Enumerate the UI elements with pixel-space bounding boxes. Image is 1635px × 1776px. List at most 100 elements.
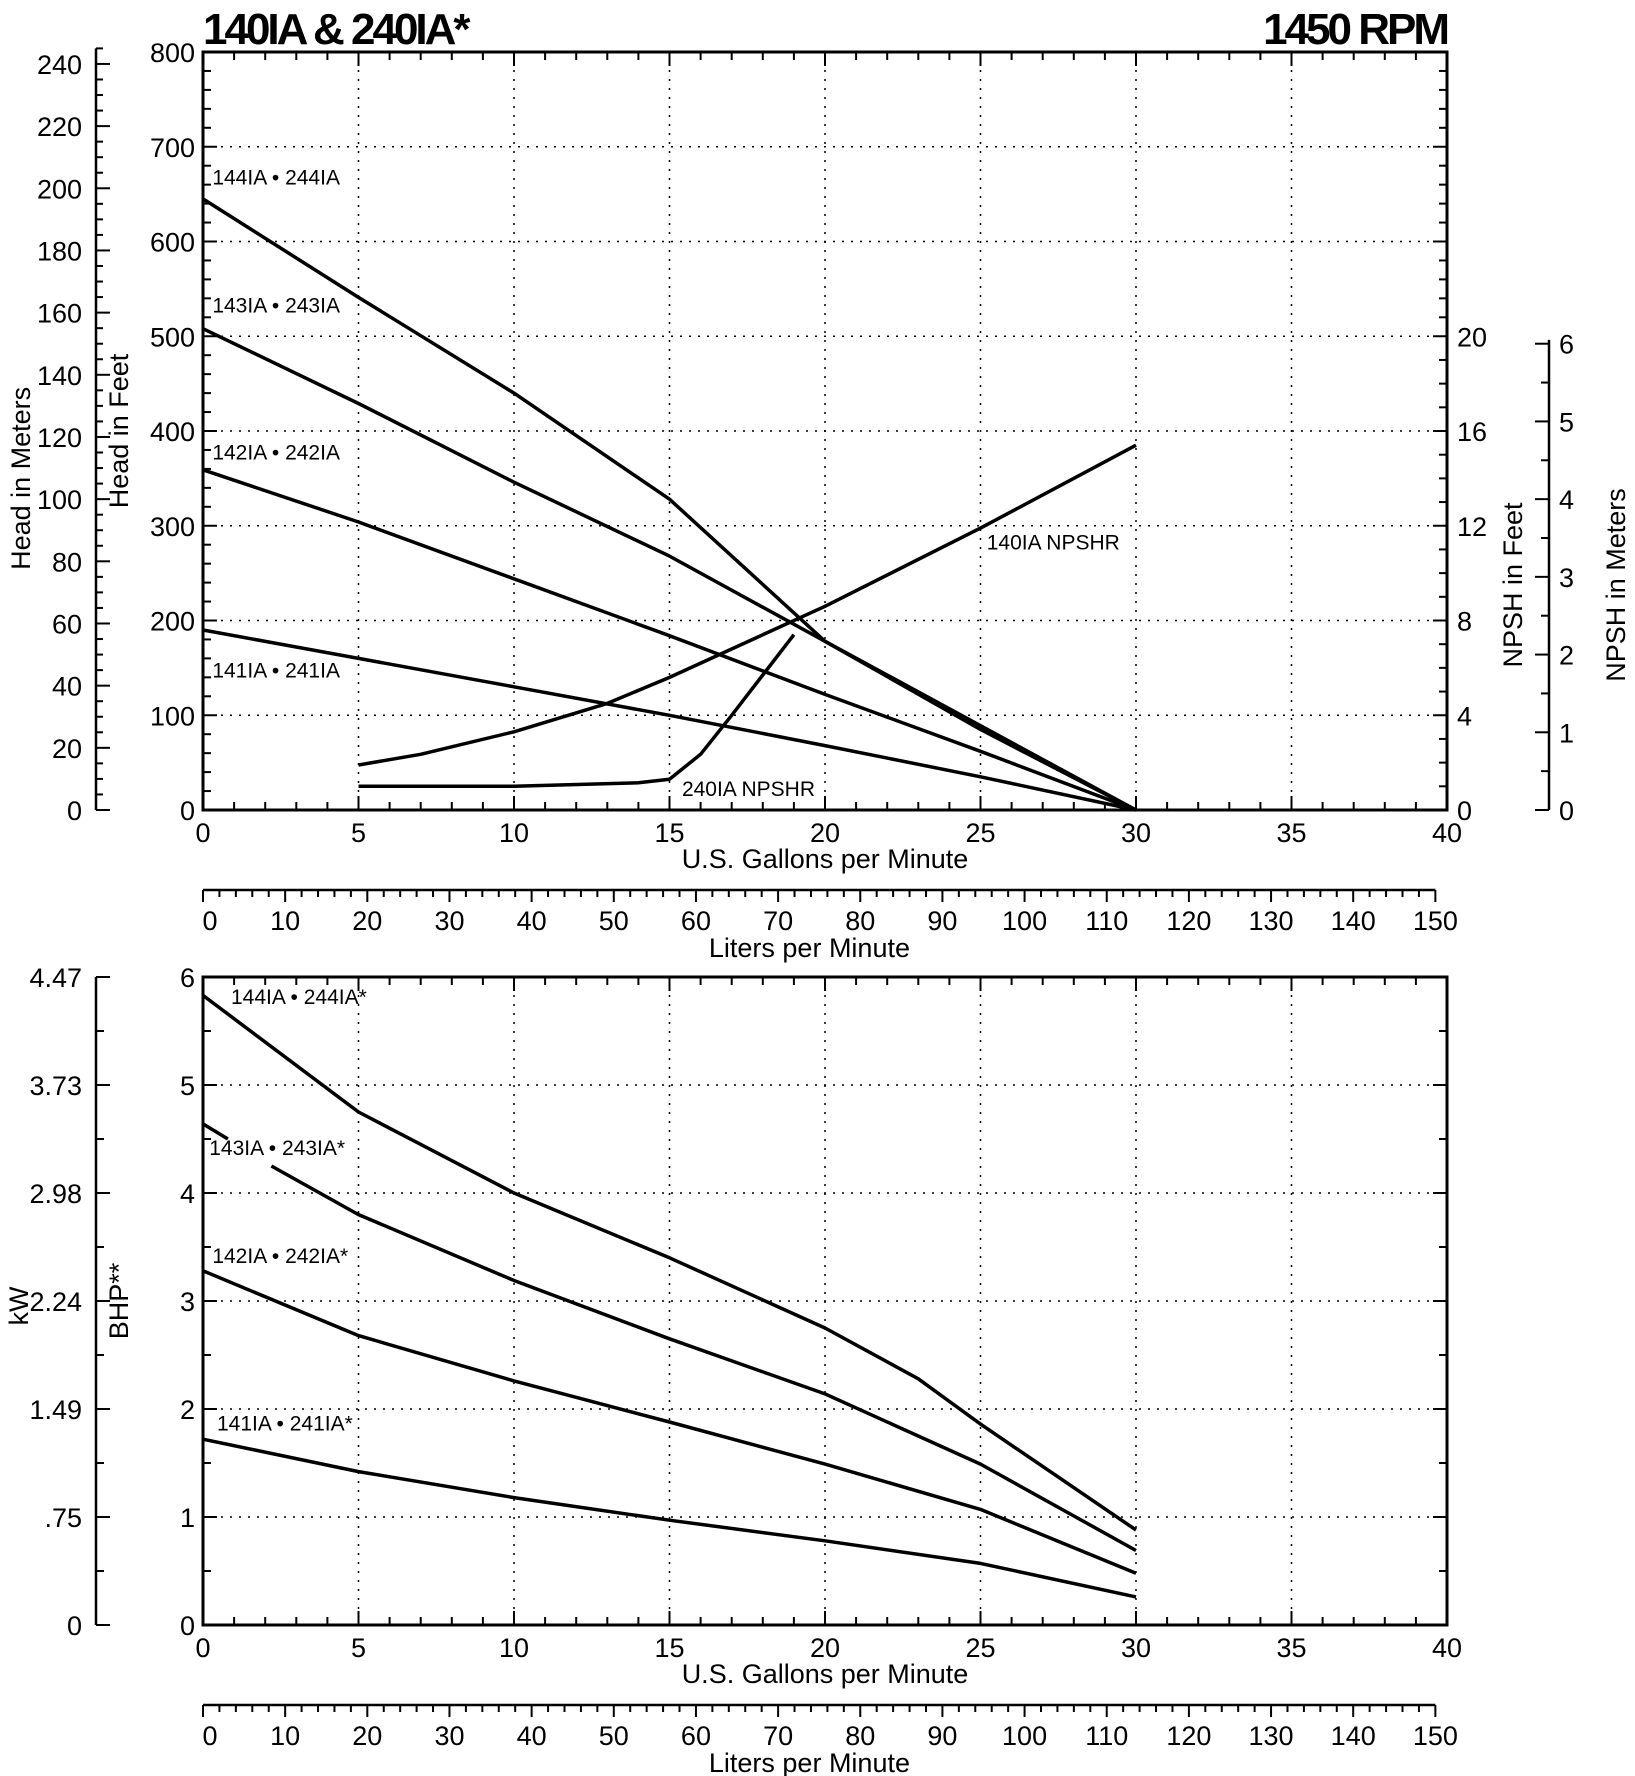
chart0-liters-tick-label: 70	[763, 906, 793, 936]
chart1-liters-tick-label: 150	[1413, 1721, 1458, 1751]
chart1-liters-tick-label: 50	[599, 1721, 629, 1751]
chart0-liters-tick-label: 0	[202, 906, 217, 936]
chart1-x-tick-label: 30	[1121, 1633, 1151, 1663]
chart1-kw-tick-label: 3.73	[29, 1071, 82, 1101]
chart0-meters-tick-label: 180	[37, 236, 82, 266]
chart1-kw-tick-label: 2.98	[29, 1179, 82, 1209]
chart1-x-tick-label: 20	[810, 1633, 840, 1663]
chart0-liters-tick-label: 10	[270, 906, 300, 936]
chart0-npsh-m-tick-label: 4	[1559, 485, 1574, 515]
chart0-liters-tick-label: 60	[681, 906, 711, 936]
chart0-y-tick-label: 200	[150, 607, 195, 637]
chart0-npsh-ft-tick-label: 8	[1457, 607, 1472, 637]
chart0-x-tick-label: 30	[1121, 818, 1151, 848]
chart0-y-axis-title: Head in Feet	[104, 353, 134, 508]
chart1-kw-tick-label: 4.47	[29, 963, 82, 993]
chart1-kw-tick-label: 1.49	[29, 1395, 82, 1425]
chart0-liters-tick-label: 40	[517, 906, 547, 936]
chart0-x-axis-title: U.S. Gallons per Minute	[682, 844, 969, 874]
chart1-y-tick-label: 6	[180, 963, 195, 993]
chart0-y-tick-label: 400	[150, 417, 195, 447]
chart0-series-label: 143IA • 243IA	[212, 295, 340, 318]
chart1-series-3-line	[202, 1269, 1137, 1575]
chart0-y-tick-label: 300	[150, 512, 195, 542]
chart0-x-tick-label: 25	[965, 818, 995, 848]
chart1-x-tick-label: 40	[1432, 1633, 1462, 1663]
chart1-liters-tick-label: 40	[517, 1721, 547, 1751]
chart0-series-label: 144IA • 244IA	[212, 167, 340, 190]
chart0-meters-tick-label: 120	[37, 423, 82, 453]
chart1-liters-tick-label: 20	[352, 1721, 382, 1751]
chart0-meters-tick-label: 240	[37, 50, 82, 80]
chart0-x-tick-label: 35	[1276, 818, 1306, 848]
chart1-x-tick-label: 35	[1276, 1633, 1306, 1663]
chart0-y-tick-label: 100	[150, 701, 195, 731]
chart0-series-label: 140IA NPSHR	[987, 531, 1120, 554]
chart0-series-5-line	[358, 443, 1137, 767]
chart0-series-label: 240IA NPSHR	[682, 778, 815, 801]
chart0-liters-tick-label: 150	[1413, 906, 1458, 936]
chart0-meters-tick-label: 160	[37, 299, 82, 329]
chart1-kw-tick-label: 0	[67, 1611, 82, 1641]
chart0-npsh-ft-tick-label: 16	[1457, 417, 1487, 447]
chart1-series-label: 141IA • 241IA*	[217, 1413, 353, 1436]
chart1-liters-tick-label: 60	[681, 1721, 711, 1751]
chart0-liters-tick-label: 120	[1166, 906, 1211, 936]
chart0-x-tick-label: 0	[195, 818, 210, 848]
chart1-series-label: 142IA • 242IA*	[212, 1245, 348, 1268]
chart1-liters-tick-label: 120	[1166, 1721, 1211, 1751]
chart1-kw-tick-label: 2.24	[29, 1287, 82, 1317]
chart0-series-label: 142IA • 242IA	[212, 441, 340, 464]
chart0-npsh-ft-tick-label: 12	[1457, 512, 1487, 542]
chart0-npsh-ft-tick-label: 0	[1457, 796, 1472, 826]
chart0-y-tick-label: 600	[150, 228, 195, 258]
chart0-series-label: 141IA • 241IA	[212, 659, 340, 682]
chart1-liters-tick-label: 70	[763, 1721, 793, 1751]
chart1-series-label: 144IA • 244IA*	[231, 986, 367, 1009]
chart1-y-tick-label: 2	[180, 1395, 195, 1425]
chart0-meters-tick-label: 140	[37, 361, 82, 391]
chart0-x-tick-label: 15	[654, 818, 684, 848]
chart1-y-tick-label: 5	[180, 1071, 195, 1101]
chart0-npsh-m-axis-title: NPSH in Meters	[1601, 488, 1631, 682]
chart1-kw-axis-title: kW	[4, 1286, 34, 1326]
chart0-liters-tick-label: 80	[845, 906, 875, 936]
chart1-x-axis-title: U.S. Gallons per Minute	[682, 1659, 969, 1689]
chart1-y-tick-label: 1	[180, 1503, 195, 1533]
chart0-npsh-m-tick-label: 2	[1559, 641, 1574, 671]
chart0-meters-tick-label: 220	[37, 112, 82, 142]
chart1-x-tick-label: 5	[351, 1633, 366, 1663]
chart0-meters-tick-label: 20	[52, 734, 82, 764]
chart0-liters-tick-label: 140	[1331, 906, 1376, 936]
chart0-liters-tick-label: 90	[927, 906, 957, 936]
chart0-y-tick-label: 0	[180, 796, 195, 826]
chart0-liters-tick-label: 110	[1085, 906, 1128, 936]
chart1-liters-tick-label: 90	[927, 1721, 957, 1751]
chart0-liters-tick-label: 130	[1249, 906, 1294, 936]
chart0-x-tick-label: 20	[810, 818, 840, 848]
chart-title: 140IA & 240IA*	[203, 5, 471, 54]
chart1-liters-tick-label: 110	[1085, 1721, 1128, 1751]
chart0-npsh-m-tick-label: 5	[1559, 407, 1574, 437]
chart0-meters-tick-label: 80	[52, 547, 82, 577]
chart0-meters-tick-label: 100	[37, 485, 82, 515]
chart1-y-tick-label: 4	[180, 1179, 195, 1209]
chart0-meters-tick-label: 60	[52, 609, 82, 639]
chart1-liters-axis-title: Liters per Minute	[709, 1748, 910, 1776]
chart1-liters-tick-label: 0	[202, 1721, 217, 1751]
chart1-liters-tick-label: 100	[1002, 1721, 1047, 1751]
chart0-npsh-ft-axis-title: NPSH in Feet	[1498, 502, 1528, 668]
chart0-liters-tick-label: 100	[1002, 906, 1047, 936]
chart0-npsh-m-tick-label: 6	[1559, 330, 1574, 360]
chart1-kw-tick-label: .75	[44, 1503, 82, 1533]
chart0-liters-tick-label: 50	[599, 906, 629, 936]
chart1-liters-tick-label: 80	[845, 1721, 875, 1751]
chart0-series-2-line	[202, 327, 1137, 812]
chart0-series-4-line	[202, 628, 1137, 812]
chart0-x-tick-label: 10	[499, 818, 529, 848]
chart0-y-tick-label: 700	[150, 133, 195, 163]
chart1-liters-tick-label: 140	[1331, 1721, 1376, 1751]
chart-subtitle-rpm: 1450 RPM	[1263, 5, 1447, 54]
